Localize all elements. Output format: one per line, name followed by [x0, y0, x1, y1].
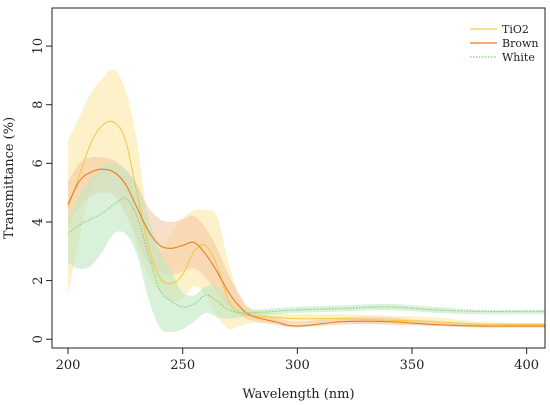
y-tick-label: 0	[31, 335, 46, 343]
y-tick-label: 10	[31, 38, 46, 55]
y-axis: 0 2 4 6 8 10	[31, 38, 52, 343]
x-axis-title: Wavelength (nm)	[242, 387, 354, 402]
band-white	[68, 163, 546, 332]
x-tick-label: 200	[56, 358, 81, 373]
x-axis: 200 250 300 350 400	[56, 348, 539, 373]
y-tick-label: 8	[31, 101, 46, 109]
line-white	[67, 197, 545, 314]
x-tick-label: 300	[285, 358, 310, 373]
line-tio2	[67, 120, 545, 326]
line-brown	[67, 168, 545, 327]
legend-label-tio2: TiO2	[502, 23, 529, 36]
x-tick-label: 250	[170, 358, 195, 373]
plot-frame	[51, 7, 546, 349]
series-lines	[67, 120, 545, 327]
confidence-bands	[68, 69, 546, 332]
y-tick-label: 2	[31, 276, 46, 284]
x-tick-label: 400	[514, 358, 539, 373]
legend-label-white: White	[502, 51, 535, 64]
x-tick-label: 350	[400, 358, 425, 373]
y-axis-title: Transmittance (%)	[2, 117, 17, 239]
y-tick-label: 4	[31, 218, 46, 226]
legend-label-brown: Brown	[502, 37, 538, 50]
y-tick-label: 6	[31, 159, 46, 167]
